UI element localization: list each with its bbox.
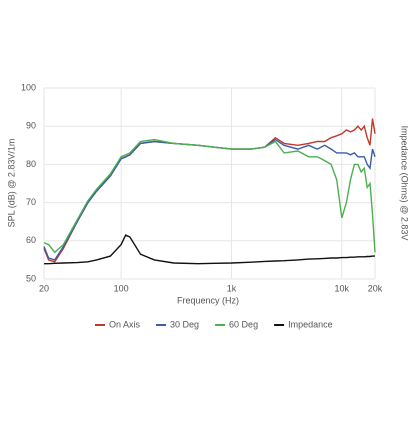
y-tick-label: 60 (26, 235, 36, 245)
y-axis-title: SPL (dB) @ 2.83V/1m (6, 139, 16, 228)
x-tick-label: 20k (368, 283, 383, 293)
x-axis-title: Frequency (Hz) (177, 295, 239, 305)
series-line (43, 138, 376, 254)
y-tick-label: 80 (26, 159, 36, 169)
legend-label: 60 Deg (229, 319, 258, 329)
legend-label: 30 Deg (170, 319, 199, 329)
x-tick-label: 10k (335, 283, 350, 293)
series-line (43, 138, 376, 261)
legend-label: Impedance (288, 319, 333, 329)
series-line (44, 234, 375, 265)
y-tick-label: 50 (26, 273, 36, 283)
legend-label: On Axis (109, 319, 141, 329)
y-tick-label: 90 (26, 121, 36, 131)
y2-axis-title: Impedance (Ohms) @ 2.83V (400, 126, 410, 241)
x-tick-label: 100 (114, 283, 129, 293)
y-tick-label: 70 (26, 197, 36, 207)
y-tick-label: 100 (21, 82, 36, 92)
x-tick-label: 1k (227, 283, 237, 293)
x-tick-label: 20 (39, 283, 49, 293)
